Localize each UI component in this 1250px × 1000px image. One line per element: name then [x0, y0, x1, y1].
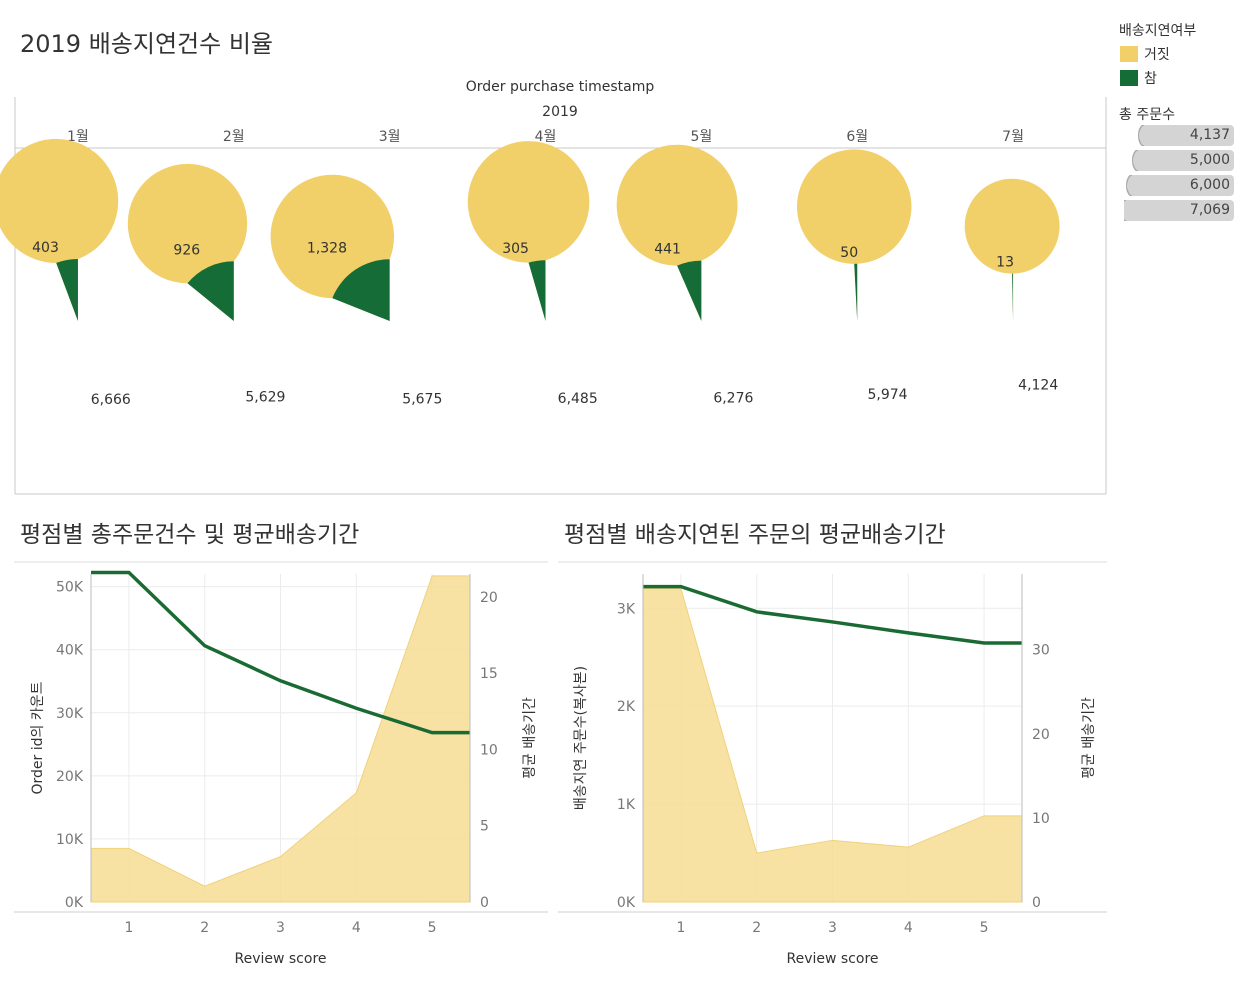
- x-tick-label: 4: [352, 920, 361, 936]
- pie-slice-false[interactable]: [964, 178, 1060, 321]
- size-legend-item: 4,137: [1124, 125, 1234, 146]
- size-legend-label: 7,069: [1189, 202, 1230, 218]
- x-tick-label: 1: [676, 920, 685, 936]
- month-header: 1월: [67, 129, 89, 145]
- pie-slice-true[interactable]: [332, 259, 390, 321]
- month-header: 4월: [535, 129, 557, 145]
- size-legend-item: 6,000: [1124, 175, 1234, 196]
- y-axis-title: Order id의 카운트: [30, 681, 46, 794]
- pie-slice-false[interactable]: [796, 149, 912, 321]
- x-tick-label: 2: [200, 920, 209, 936]
- size-legend-label: 4,137: [1189, 127, 1230, 143]
- y-tick-label: 2K: [617, 699, 636, 715]
- line-series[interactable]: [91, 570, 470, 735]
- pie-slice-true[interactable]: [187, 261, 234, 321]
- y-tick-label: 50K: [56, 580, 84, 596]
- chart-title-right: 평점별 배송지연된 주문의 평균배송기간: [564, 522, 946, 548]
- y2-tick-label: 15: [480, 666, 498, 682]
- x-axis-title: Review score: [234, 951, 326, 967]
- legend-swatch-true: [1120, 70, 1138, 86]
- legend-item-false[interactable]: 거짓: [1120, 44, 1170, 64]
- y2-tick-label: 0: [480, 895, 489, 911]
- x-tick-label: 3: [276, 920, 285, 936]
- pie-label-true: 50: [840, 245, 858, 261]
- y2-tick-label: 10: [1032, 811, 1050, 827]
- y2-tick-label: 5: [480, 819, 489, 835]
- month-header: 3월: [379, 129, 401, 145]
- y2-tick-label: 0: [1032, 895, 1041, 911]
- y-tick-label: 30K: [56, 706, 84, 722]
- y-axis-title: 배송지연 주문수(복사본): [573, 666, 589, 810]
- pie-label-false: 5,675: [402, 392, 442, 408]
- pie-slice-true[interactable]: [56, 259, 78, 321]
- pie-slice-true[interactable]: [528, 260, 546, 321]
- x-tick-label: 5: [428, 920, 437, 936]
- column-header: Order purchase timestamp: [466, 79, 655, 95]
- pie-slice-false[interactable]: [0, 138, 119, 321]
- size-legend-label: 5,000: [1189, 152, 1230, 168]
- legend-label-false: 거짓: [1144, 47, 1170, 63]
- pie-slice-true[interactable]: [1012, 273, 1014, 321]
- month-header: 6월: [846, 129, 868, 145]
- pie-slice-false[interactable]: [467, 141, 590, 321]
- y2-axis-title: 평균 배송기간: [522, 697, 538, 779]
- pie-label-false: 5,629: [245, 390, 285, 406]
- x-tick-label: 4: [904, 920, 913, 936]
- pie-label-true: 926: [173, 242, 200, 258]
- combo-chart-right: 0K 1K 2K 3K 0 10 20 30 1 2 3 4 5 Review score 배송지연 주문수…: [558, 561, 1107, 967]
- pie-label-false: 4,124: [1018, 377, 1058, 393]
- month-header: 2월: [223, 129, 245, 145]
- x-tick-label: 5: [980, 920, 989, 936]
- pie-label-false: 6,276: [713, 390, 753, 406]
- pie-label-false: 6,666: [91, 392, 131, 408]
- pie-slice-false[interactable]: [616, 144, 738, 321]
- year-header: 2019: [542, 104, 578, 120]
- y-tick-label: 1K: [617, 797, 636, 813]
- pie-label-true: 441: [654, 242, 681, 258]
- pie-label-true: 1,328: [307, 240, 347, 256]
- size-legend-title: 총 주문수: [1119, 107, 1175, 123]
- pie-label-true: 305: [502, 241, 529, 257]
- month-header: 7월: [1002, 129, 1024, 145]
- pie-label-false: 5,974: [868, 387, 908, 403]
- line-series[interactable]: [643, 584, 1022, 645]
- x-axis-title: Review score: [786, 951, 878, 967]
- pie-label-false: 6,485: [558, 391, 598, 407]
- y2-tick-label: 10: [480, 742, 498, 758]
- color-legend-title: 배송지연여부: [1119, 23, 1197, 39]
- pie-chart: Order purchase timestamp 2019 1월 403 6,666…: [0, 79, 1107, 495]
- pie-label-true: 403: [32, 240, 59, 256]
- x-tick-label: 3: [828, 920, 837, 936]
- y2-tick-label: 20: [1032, 727, 1050, 743]
- pie-label-true: 13: [996, 255, 1014, 271]
- y-tick-label: 3K: [617, 601, 636, 617]
- size-legend-label: 6,000: [1189, 177, 1230, 193]
- pie-slice-true[interactable]: [854, 263, 858, 321]
- x-tick-label: 2: [752, 920, 761, 936]
- size-legend-item: 5,000: [1124, 150, 1234, 171]
- legend-swatch-false: [1120, 46, 1138, 62]
- y2-tick-label: 30: [1032, 643, 1050, 659]
- y2-tick-label: 20: [480, 590, 498, 606]
- y-tick-label: 40K: [56, 643, 84, 659]
- legend-item-true[interactable]: 참: [1120, 68, 1157, 88]
- size-legend-item: 7,069: [1124, 200, 1234, 221]
- pie-slice-true[interactable]: [677, 260, 702, 321]
- combo-chart-left: 0K 10K 20K 30K 40K 50K 0 5 10 15 20 1 2 3 4 5 Review sco…: [14, 561, 548, 967]
- y-tick-label: 0K: [617, 895, 636, 911]
- y-tick-label: 10K: [56, 832, 84, 848]
- y-tick-label: 20K: [56, 769, 84, 785]
- x-tick-label: 1: [124, 920, 133, 936]
- chart-title-left: 평점별 총주문건수 및 평균배송기간: [20, 522, 360, 548]
- y-tick-label: 0K: [65, 895, 84, 911]
- y2-axis-title: 평균 배송기간: [1081, 697, 1097, 779]
- page-title: 2019 배송지연건수 비율: [20, 30, 273, 58]
- legend-label-true: 참: [1144, 71, 1157, 87]
- month-header: 5월: [690, 129, 712, 145]
